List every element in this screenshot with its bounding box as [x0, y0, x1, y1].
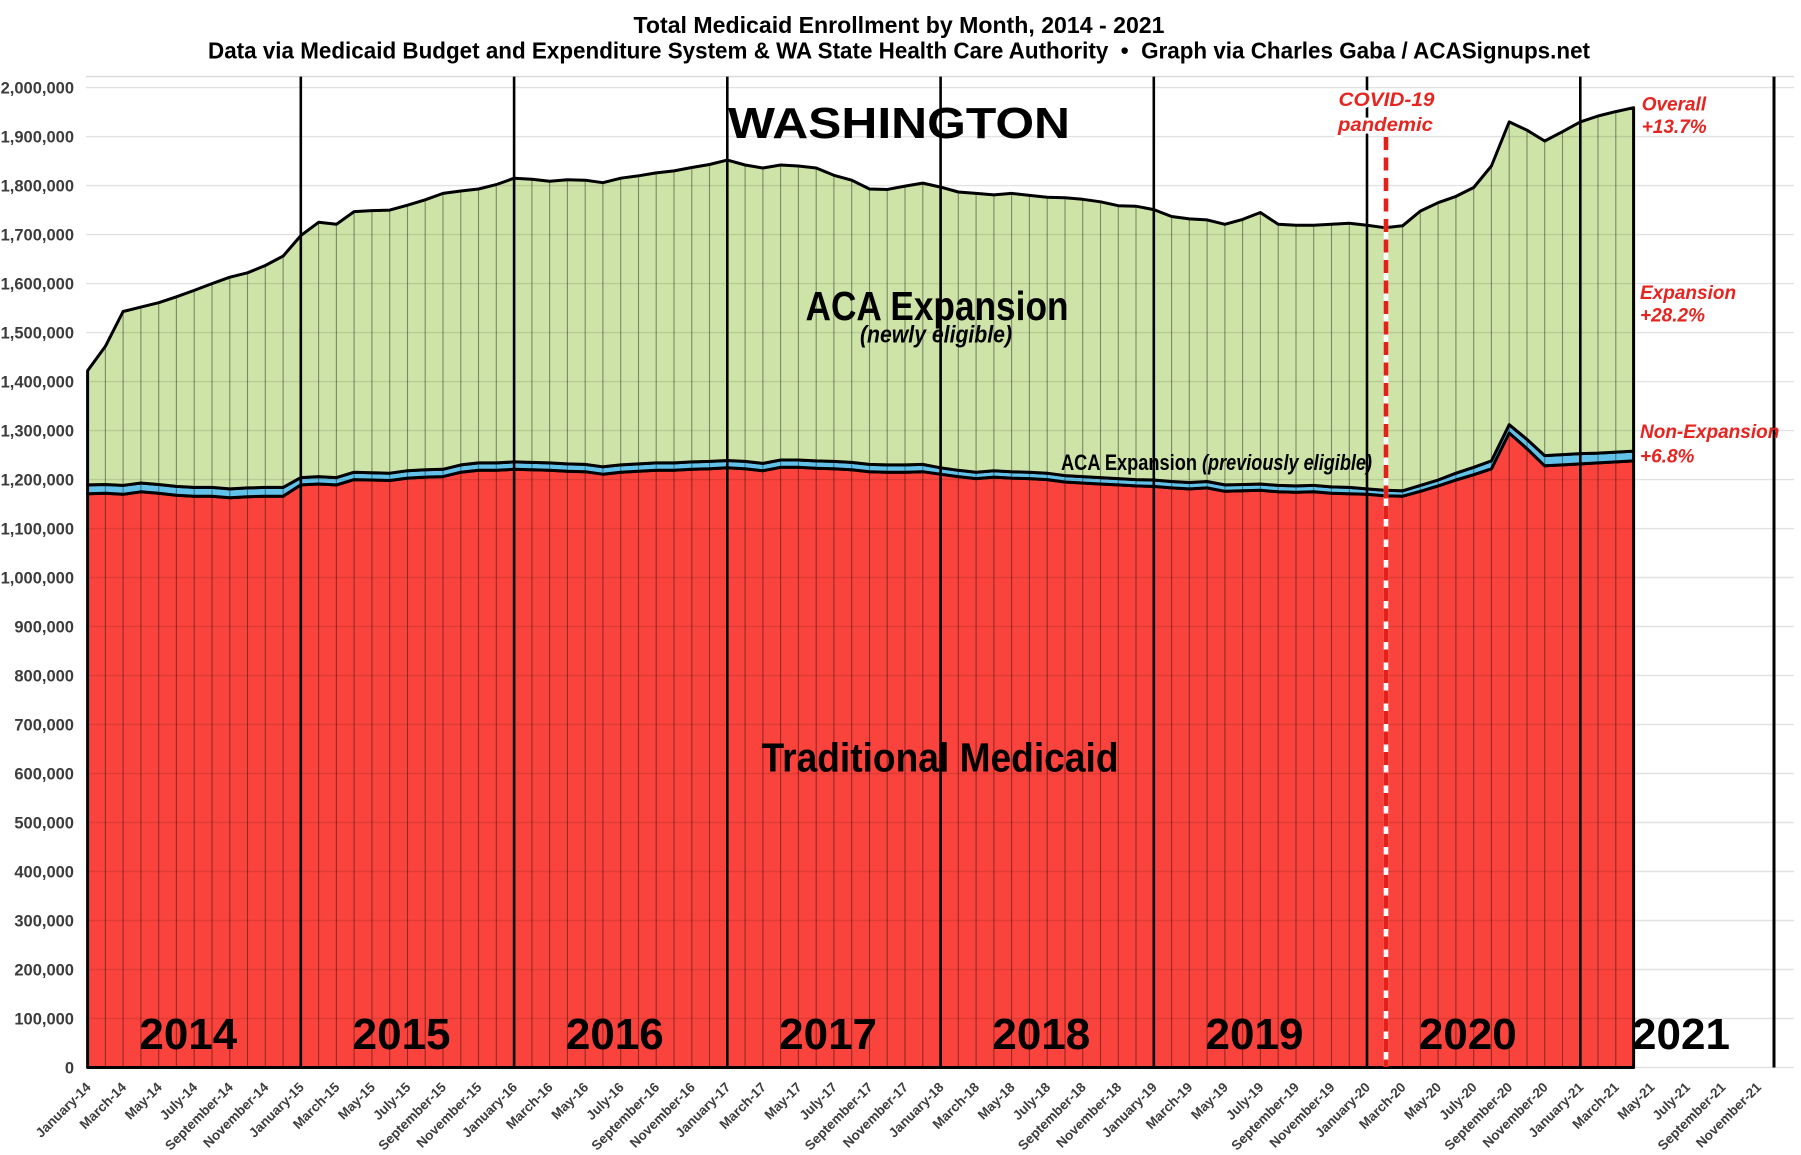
svg-text:2021: 2021 — [1632, 1010, 1730, 1059]
svg-text:Overall: Overall — [1642, 95, 1707, 116]
svg-text:1,100,000: 1,100,000 — [1, 520, 74, 538]
svg-text:(newly eligible): (newly eligible) — [860, 322, 1012, 349]
svg-text:700,000: 700,000 — [14, 716, 74, 734]
svg-text:1,500,000: 1,500,000 — [1, 324, 74, 342]
svg-text:900,000: 900,000 — [14, 618, 74, 636]
svg-text:COVID-19: COVID-19 — [1339, 90, 1435, 111]
svg-text:2020: 2020 — [1419, 1010, 1517, 1059]
svg-text:500,000: 500,000 — [14, 814, 74, 832]
svg-text:ACA Expansion: ACA Expansion — [806, 283, 1069, 329]
svg-text:100,000: 100,000 — [14, 1010, 74, 1028]
svg-text:2,000,000: 2,000,000 — [1, 79, 74, 97]
svg-text:1,300,000: 1,300,000 — [1, 422, 74, 440]
svg-text:2014: 2014 — [139, 1010, 237, 1059]
svg-text:2019: 2019 — [1206, 1010, 1304, 1059]
svg-text:0: 0 — [65, 1059, 74, 1077]
svg-text:Total Medicaid Enrollment by M: Total Medicaid Enrollment by Month, 2014… — [634, 12, 1165, 38]
svg-text:+13.7%: +13.7% — [1642, 117, 1707, 138]
svg-text:800,000: 800,000 — [14, 667, 74, 685]
svg-text:Traditional Medicaid: Traditional Medicaid — [762, 735, 1119, 781]
svg-text:1,000,000: 1,000,000 — [1, 569, 74, 587]
svg-text:200,000: 200,000 — [14, 961, 74, 979]
svg-text:2016: 2016 — [566, 1010, 664, 1059]
svg-text:1,600,000: 1,600,000 — [1, 275, 74, 293]
svg-text:(previously eligible): (previously eligible) — [1202, 450, 1372, 475]
svg-text:400,000: 400,000 — [14, 863, 74, 881]
svg-text:+28.2%: +28.2% — [1640, 306, 1705, 327]
svg-text:ACA Expansion: ACA Expansion — [1061, 450, 1197, 475]
svg-text:1,800,000: 1,800,000 — [1, 177, 74, 195]
svg-text:1,400,000: 1,400,000 — [1, 373, 74, 391]
svg-text:600,000: 600,000 — [14, 765, 74, 783]
svg-text:pandemic: pandemic — [1337, 115, 1434, 136]
svg-text:2018: 2018 — [992, 1010, 1090, 1059]
svg-text:2017: 2017 — [779, 1010, 877, 1059]
svg-text:1,200,000: 1,200,000 — [1, 471, 74, 489]
svg-text:2015: 2015 — [353, 1010, 451, 1059]
svg-text:Non-Expansion: Non-Expansion — [1640, 422, 1779, 443]
svg-text:300,000: 300,000 — [14, 912, 74, 930]
svg-text:Data via Medicaid Budget and E: Data via Medicaid Budget and Expenditure… — [208, 38, 1590, 64]
svg-text:1,700,000: 1,700,000 — [1, 226, 74, 244]
svg-text:1,900,000: 1,900,000 — [1, 128, 74, 146]
svg-text:Expansion: Expansion — [1640, 283, 1736, 304]
svg-text:WASHINGTON: WASHINGTON — [728, 99, 1070, 148]
svg-text:+6.8%: +6.8% — [1640, 447, 1695, 468]
